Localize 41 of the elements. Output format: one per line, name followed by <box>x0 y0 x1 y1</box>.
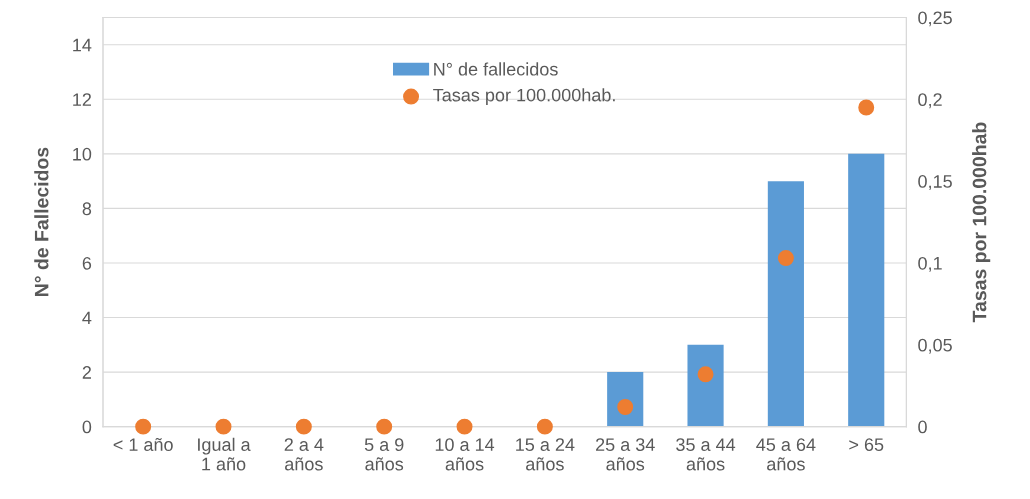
point <box>456 418 473 435</box>
y-tick-label: 10 <box>73 147 92 161</box>
y2-tick-label: 0,25 <box>918 11 952 27</box>
y-tick-label: 6 <box>82 256 92 270</box>
y-axis-title: N° de Fallecidos <box>34 147 49 296</box>
bar <box>767 181 804 427</box>
y-tick-label: 0 <box>82 420 92 434</box>
x-tick-label: 35 a 44 años <box>676 438 736 471</box>
x-tick-label: Igual a 1 año <box>198 437 251 471</box>
point <box>376 418 393 435</box>
point <box>858 99 875 116</box>
y2-tick-label: 0,15 <box>918 175 952 190</box>
y2-axis-title: Tasas por 100.000hab <box>972 122 991 323</box>
bar <box>687 344 724 427</box>
point <box>777 250 794 267</box>
y-tick-label: 8 <box>82 202 92 216</box>
x-tick-label: < 1 año <box>113 437 173 452</box>
y2-tick-label: 0,05 <box>918 338 952 354</box>
bar <box>607 372 644 427</box>
legend-label: Tasas por 100.000hab. <box>433 88 615 106</box>
point <box>295 418 312 435</box>
x-tick-label: 5 a 9 años <box>364 438 404 471</box>
bar <box>848 153 885 427</box>
point <box>536 418 553 435</box>
x-tick-label: 15 a 24 años <box>516 438 575 471</box>
point <box>135 418 152 435</box>
y2-tick-label: 0 <box>918 420 927 434</box>
y-tick-label: 4 <box>82 311 92 325</box>
x-tick-label: 10 a 14 años <box>435 438 495 471</box>
y2-tick-label: 0,1 <box>918 256 942 272</box>
y-tick-label: 12 <box>73 93 91 106</box>
x-tick-label: > 65 <box>849 438 884 452</box>
y2-tick-label: 0,2 <box>918 93 942 109</box>
y-tick-label: 2 <box>82 366 91 379</box>
y-tick-label: 14 <box>73 38 92 52</box>
point <box>697 366 714 383</box>
x-tick-label: 25 a 34 años <box>596 438 655 471</box>
x-tick-label: 45 a 64 años <box>756 438 816 471</box>
legend-label: N° de fallecidos <box>434 62 558 76</box>
x-tick-label: 2 a 4 años <box>284 438 324 471</box>
point <box>215 418 232 435</box>
